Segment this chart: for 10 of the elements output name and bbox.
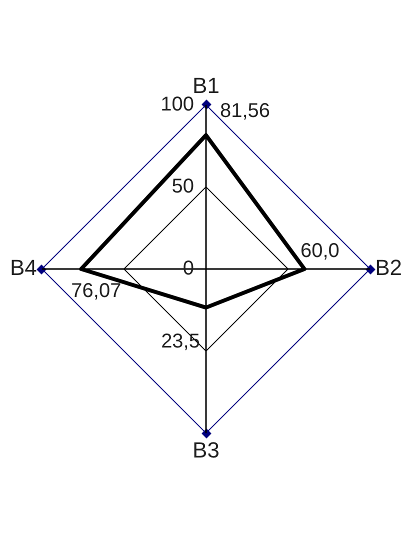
data-label: 23,5 [161,330,200,353]
data-label: 81,56 [220,100,270,122]
spoke-label: B2 [375,255,402,280]
spoke-label: B4 [10,255,37,280]
y-tick-label: 100 [160,93,194,116]
spoke-label: B3 [192,437,220,462]
data-label: 76,07 [71,280,122,302]
y-tick-label: 50 [172,175,194,198]
spoke-label: B1 [192,72,220,98]
data-label: 60,0 [300,240,340,262]
